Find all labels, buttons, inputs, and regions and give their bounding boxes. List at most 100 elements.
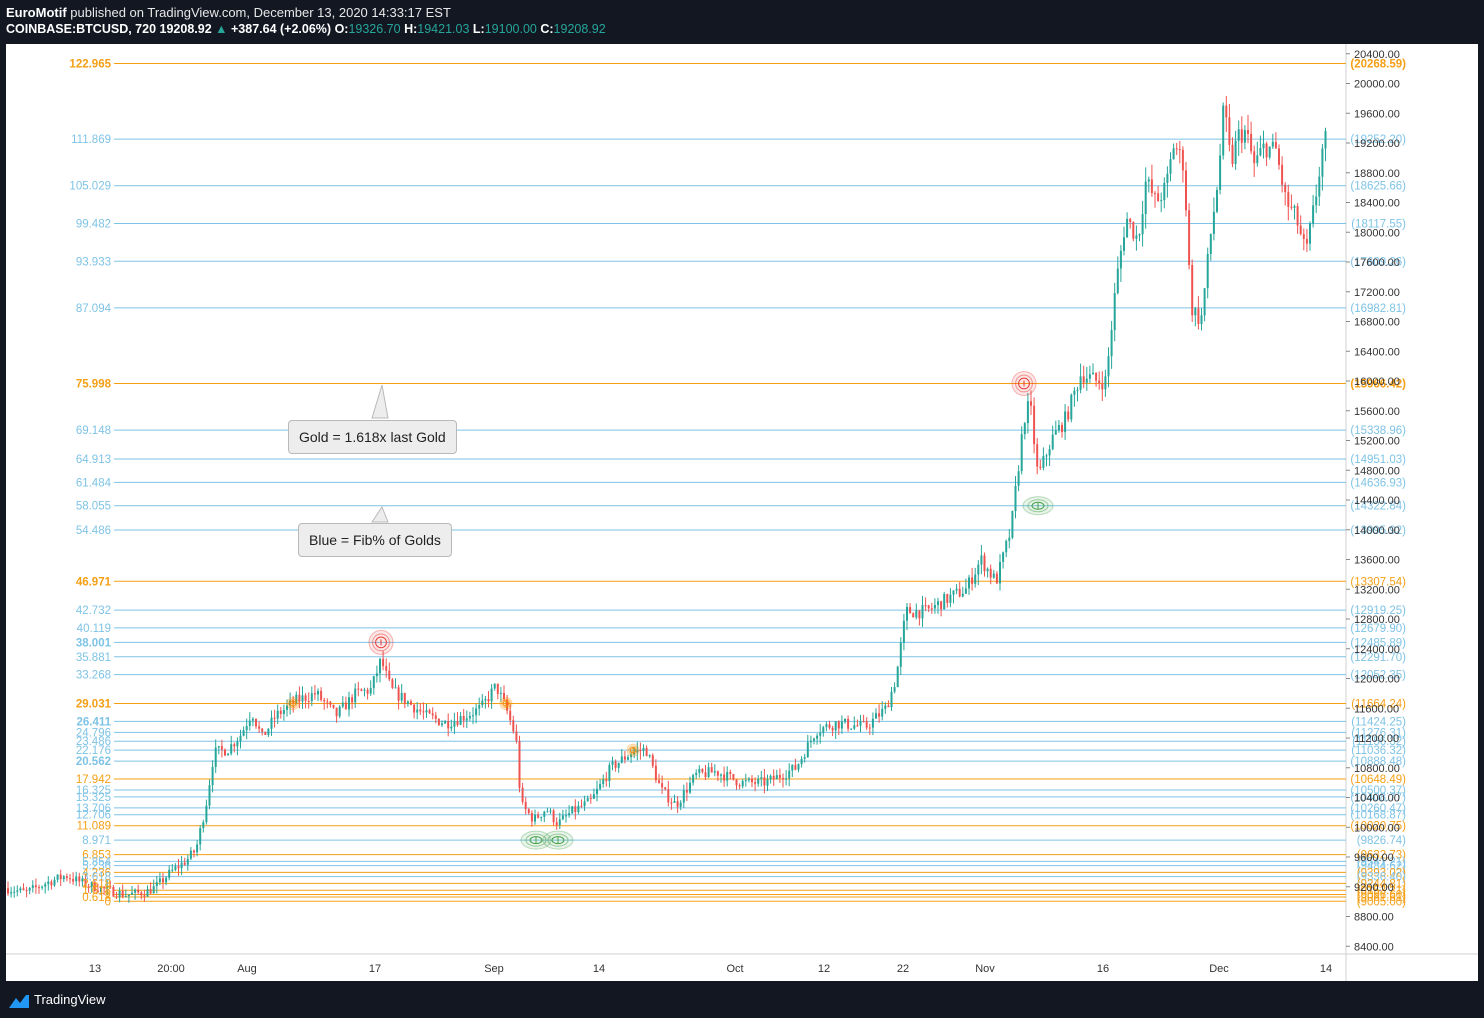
fib-price-label: (18117.55) (1351, 219, 1406, 231)
candle-body (1225, 105, 1228, 118)
candle-body (75, 876, 78, 882)
chart-area[interactable]: 122.965 111.869 105.029 99.482 93.933 87.094 7… (6, 44, 1478, 981)
candle-body (868, 727, 871, 729)
candle-body (518, 740, 521, 788)
time-tick-label: 20:00 (157, 963, 185, 975)
candle-body (10, 892, 13, 894)
candle-body (1191, 264, 1194, 316)
candle-body (394, 687, 397, 689)
fib-price-label: (19252.20) (1350, 134, 1406, 146)
price-tick-label: 9600.00 (1354, 852, 1394, 864)
candle-body (115, 896, 118, 898)
fib-ratio-label: 38.001 (76, 637, 112, 649)
candle-body (515, 731, 518, 741)
fib-price-label: (15338.96) (1350, 425, 1406, 437)
candle-body (1005, 540, 1008, 553)
candle-body (695, 772, 698, 776)
blue-note-callout[interactable]: Blue = Fib% of Golds (298, 523, 452, 557)
candle-body (856, 725, 859, 727)
candle-body (726, 772, 729, 781)
candle-body (775, 775, 778, 780)
candle-body (224, 749, 226, 756)
candle-body (233, 744, 236, 747)
fib-ratio-label: 5.236 (82, 861, 111, 873)
candle-body (214, 747, 217, 767)
price-chart[interactable]: 122.965 111.869 105.029 99.482 93.933 87.094 7… (6, 44, 1478, 981)
candle-body (555, 822, 558, 826)
candle-body (1222, 105, 1225, 156)
candle-body (946, 594, 949, 603)
candle-body (1237, 129, 1240, 141)
candle-body (1113, 293, 1116, 331)
candle-body (112, 886, 115, 897)
price-tick-label: 14000.00 (1354, 525, 1400, 537)
candle-body (7, 888, 9, 894)
candle-body (778, 775, 781, 779)
candle-body (183, 862, 186, 865)
candle-body (1309, 223, 1311, 244)
candle-body (809, 740, 812, 743)
candle-body (980, 555, 983, 565)
candle-body (552, 810, 555, 823)
brand-name[interactable]: TradingView (34, 992, 106, 1007)
candle-body (1020, 434, 1023, 472)
candle-body (506, 699, 509, 711)
candle-body (56, 874, 59, 880)
open-label: O: (334, 22, 349, 36)
candle-body (1014, 485, 1017, 512)
candle-body (1085, 378, 1088, 383)
candle-body (605, 779, 608, 782)
pivot-marker (1011, 370, 1037, 396)
candle-body (921, 605, 924, 619)
candle-body (1048, 449, 1051, 456)
candle-body (177, 866, 180, 869)
symbol-label[interactable]: COINBASE:BTCUSD, 720 (6, 22, 157, 36)
fib-right-labels: (20268.59) (19252.20) (18625.66) (18117.55)… (1350, 59, 1406, 909)
price-tick-label: 10000.00 (1354, 822, 1400, 834)
fib-price-label: (10408.77) (1350, 792, 1406, 804)
candle-body (999, 561, 1001, 584)
candle-body (400, 692, 403, 701)
candle-body (685, 790, 688, 793)
candle-body (93, 882, 96, 891)
candle-body (419, 709, 422, 712)
candle-body (676, 801, 679, 807)
candle-body (245, 726, 248, 731)
candle-body (1181, 149, 1184, 171)
candle-body (853, 725, 856, 729)
candle-body (174, 866, 177, 870)
fib-price-label: (10260.47) (1350, 803, 1406, 815)
candle-body (87, 886, 90, 888)
candle-body (906, 606, 908, 621)
fib-ratio-label: 54.486 (76, 525, 111, 537)
candle-body (499, 692, 502, 694)
candle-body (1243, 130, 1246, 143)
candle-body (803, 757, 806, 759)
fib-price-label: (13307.54) (1350, 576, 1406, 588)
candle-body (602, 779, 605, 784)
candle-body (1278, 148, 1280, 165)
candle-body (323, 699, 326, 702)
author-name[interactable]: EuroMotif (6, 5, 67, 20)
candle-body (137, 889, 140, 893)
candle-body (317, 690, 319, 695)
fib-ratio-label: 26.411 (76, 716, 111, 728)
candle-body (220, 746, 223, 750)
candle-body (468, 716, 471, 719)
candle-body (744, 780, 747, 782)
candle-body (1194, 308, 1197, 316)
candle-body (357, 688, 360, 690)
gold-note-callout[interactable]: Gold = 1.618x last Gold (288, 420, 457, 454)
candle-body (1231, 144, 1234, 164)
candle-body (1203, 288, 1206, 316)
candle-body (701, 769, 704, 773)
blue-callout-pointer (371, 505, 389, 523)
candle-body (831, 727, 834, 731)
candle-body (428, 710, 431, 714)
candle-body (1200, 315, 1203, 325)
candle-body (1110, 330, 1113, 357)
fib-ratio-label: 105.029 (69, 181, 111, 193)
pivot-marker (499, 696, 513, 710)
candle-body (509, 710, 512, 721)
fib-price-label: (9061.61) (1357, 892, 1406, 904)
